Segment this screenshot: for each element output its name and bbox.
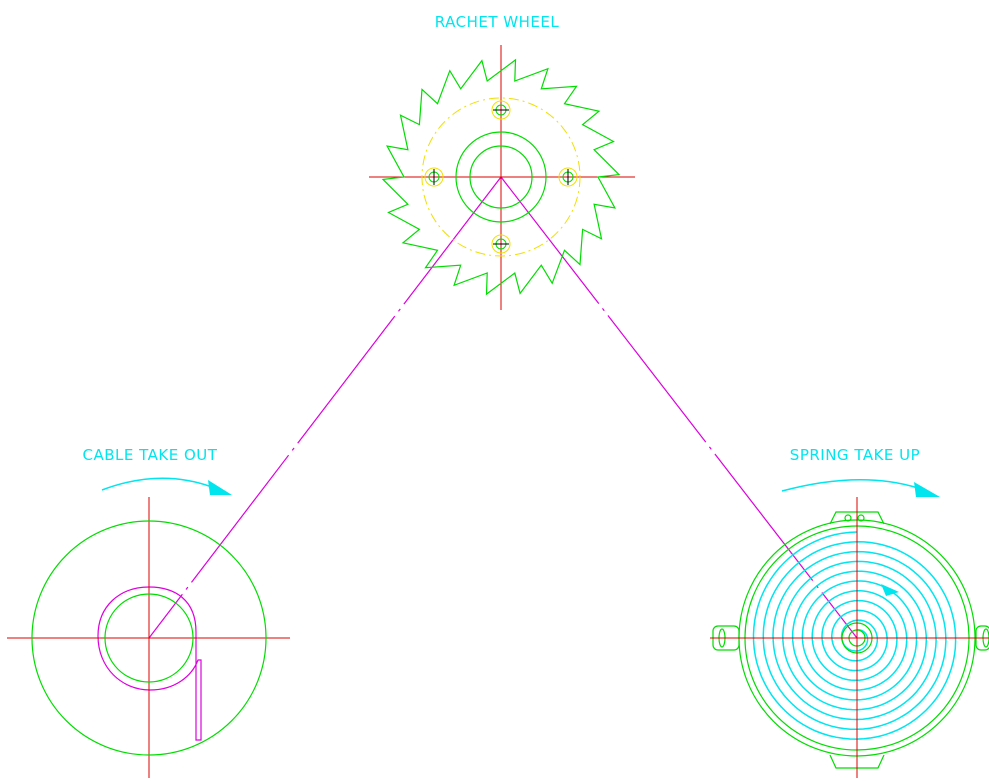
ratchet-teeth: [381, 58, 621, 296]
spring-inner-arrow: [881, 584, 899, 596]
cable-take-out: CABLE TAKE OUT: [7, 446, 290, 778]
spring-take-up: SPRING TAKE UP: [710, 446, 989, 778]
cable-wrap: [97, 586, 202, 741]
cable-drum-inner: [104, 593, 194, 683]
ratchet-bolt-circle: [421, 97, 581, 257]
cable-drum-outer: [31, 520, 267, 756]
cable-segment-right: [500, 176, 858, 639]
spring-centerlines: [710, 497, 989, 778]
ratchet-hub-outer: [455, 131, 547, 223]
spring-label: SPRING TAKE UP: [790, 446, 920, 464]
bolt-hole-right: [558, 167, 578, 187]
ratchet-hub-inner: [469, 145, 533, 209]
ratchet-wheel: RACHET WHEEL: [369, 13, 635, 310]
cable-segment-left: [148, 176, 502, 639]
ratchet-label: RACHET WHEEL: [435, 13, 560, 31]
cable-path: [97, 176, 858, 741]
bolt-hole-left: [424, 167, 444, 187]
bolt-hole-top: [491, 100, 511, 120]
ratchet-bolt-holes: [424, 100, 578, 254]
cable-centerlines: [7, 497, 290, 778]
cable-rotation-arrow: [101, 477, 232, 495]
ratchet-centerlines: [369, 45, 635, 310]
spring-rotation-arrow: [781, 479, 940, 497]
bolt-hole-bottom: [491, 234, 511, 254]
cable-label: CABLE TAKE OUT: [83, 446, 218, 464]
